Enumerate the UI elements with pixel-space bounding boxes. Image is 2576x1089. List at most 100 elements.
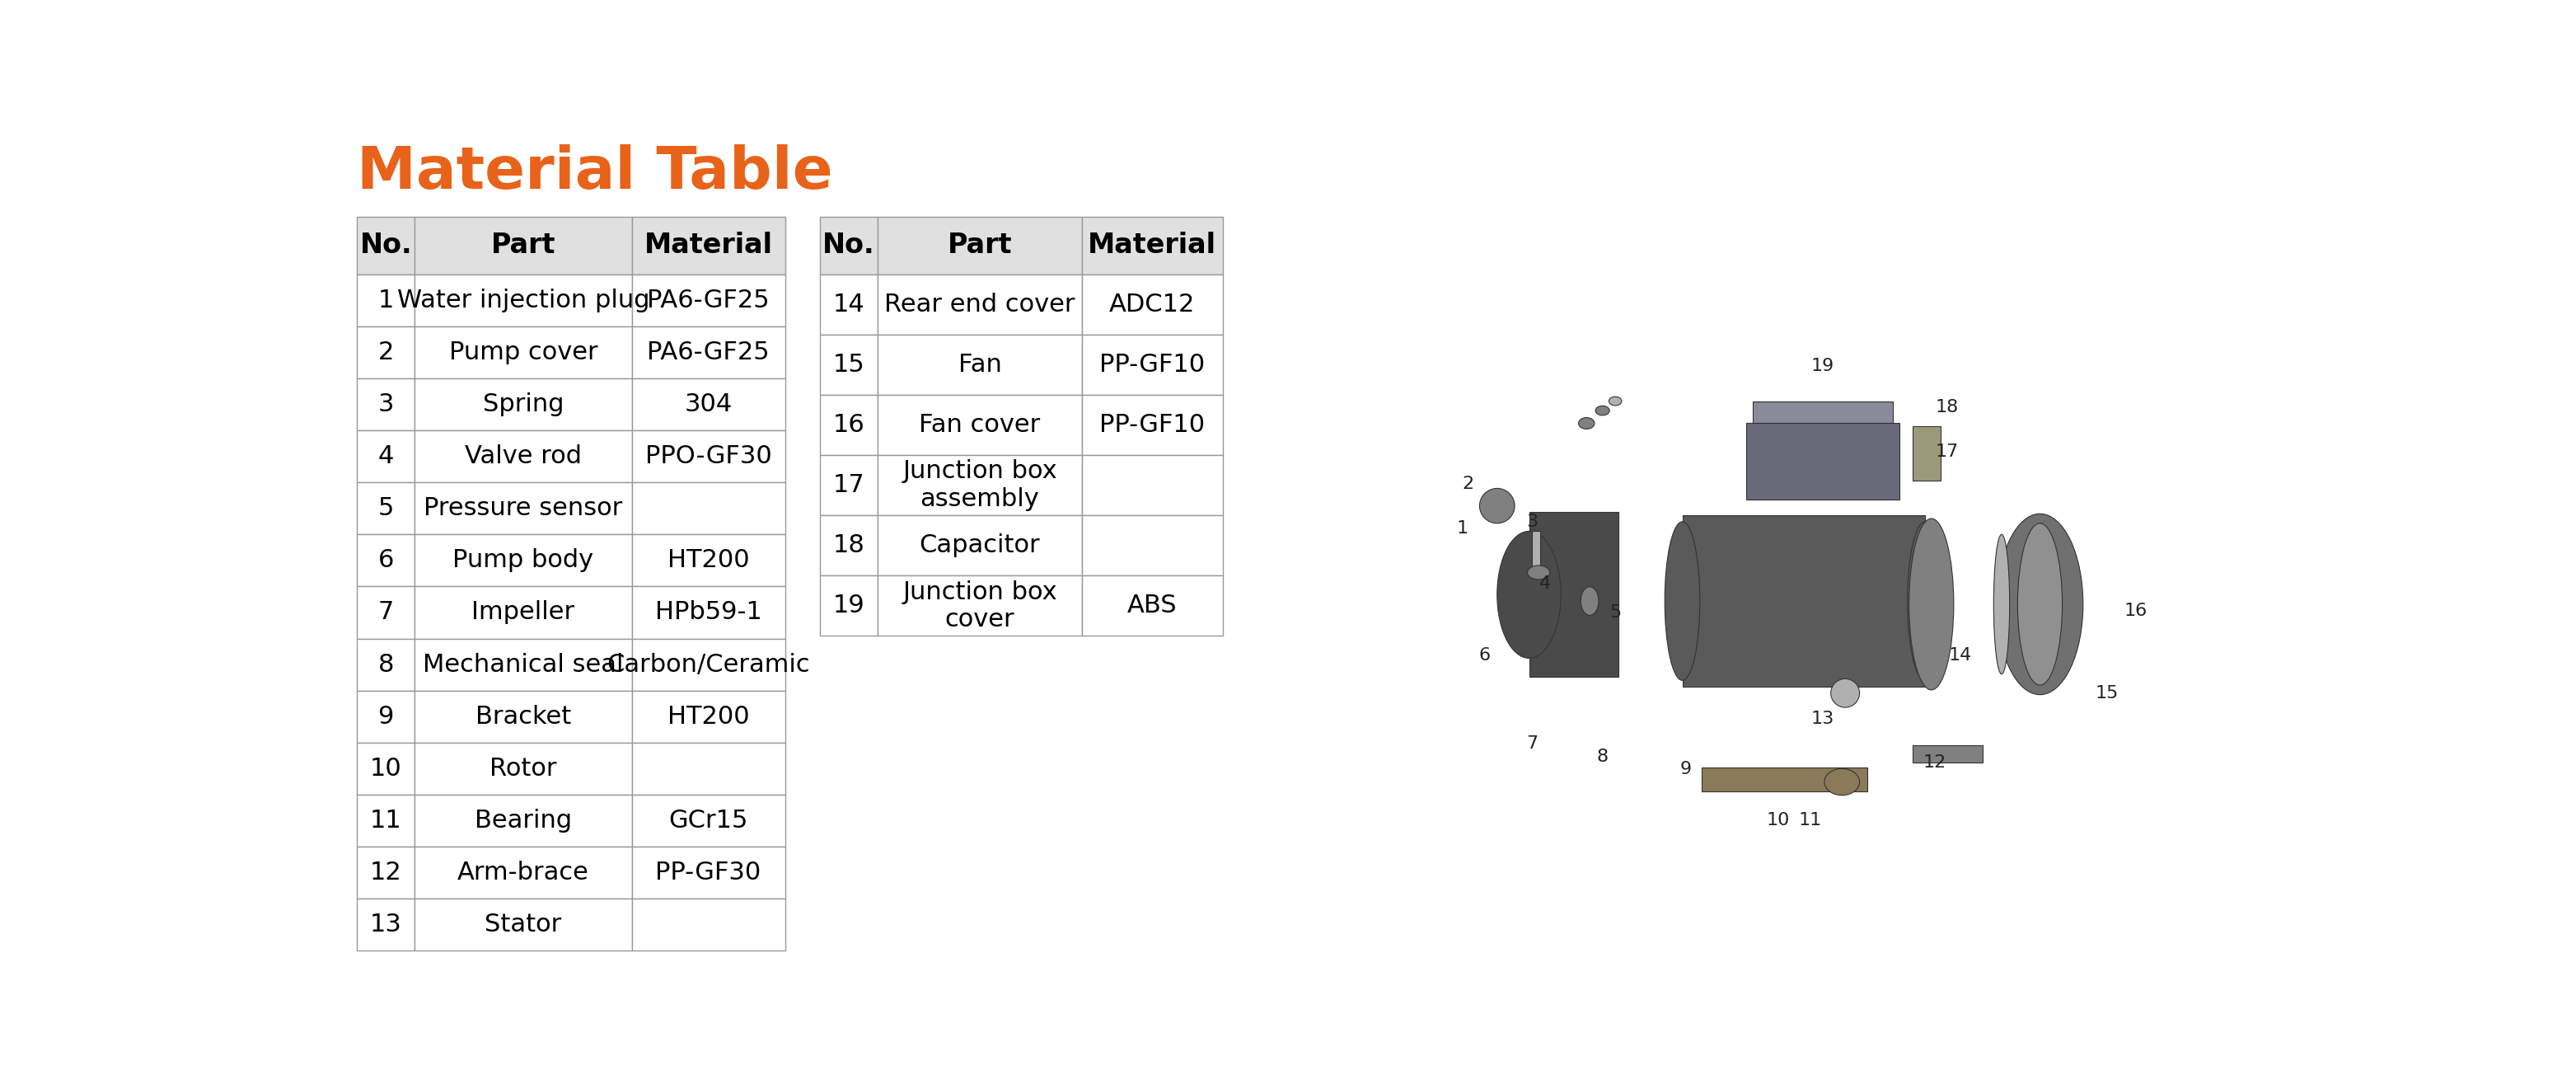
FancyBboxPatch shape xyxy=(819,217,878,274)
FancyBboxPatch shape xyxy=(415,638,631,690)
FancyBboxPatch shape xyxy=(819,455,878,515)
Ellipse shape xyxy=(1579,417,1595,429)
Text: Mechanical seal: Mechanical seal xyxy=(422,652,623,676)
Text: 4: 4 xyxy=(379,444,394,468)
FancyBboxPatch shape xyxy=(358,217,415,274)
Text: PP-GF30: PP-GF30 xyxy=(654,860,762,884)
Text: 9: 9 xyxy=(379,705,394,729)
FancyBboxPatch shape xyxy=(415,898,631,951)
FancyBboxPatch shape xyxy=(415,327,631,378)
FancyBboxPatch shape xyxy=(358,274,415,327)
FancyBboxPatch shape xyxy=(1082,394,1224,455)
FancyBboxPatch shape xyxy=(631,274,786,327)
FancyBboxPatch shape xyxy=(631,378,786,430)
Text: Bracket: Bracket xyxy=(477,705,572,729)
Text: Rotor: Rotor xyxy=(489,757,556,781)
FancyBboxPatch shape xyxy=(819,394,878,455)
FancyBboxPatch shape xyxy=(415,217,631,274)
Text: Arm-brace: Arm-brace xyxy=(459,860,590,884)
FancyBboxPatch shape xyxy=(878,515,1082,576)
FancyBboxPatch shape xyxy=(358,638,415,690)
FancyBboxPatch shape xyxy=(358,430,415,482)
Bar xyxy=(1752,401,1893,424)
Text: PA6-GF25: PA6-GF25 xyxy=(647,340,770,364)
Bar xyxy=(1911,427,1940,480)
FancyBboxPatch shape xyxy=(358,378,415,430)
Text: 14: 14 xyxy=(1947,647,1971,663)
Text: 13: 13 xyxy=(371,913,402,937)
FancyBboxPatch shape xyxy=(358,795,415,847)
FancyBboxPatch shape xyxy=(415,482,631,535)
FancyBboxPatch shape xyxy=(819,576,878,636)
Ellipse shape xyxy=(1610,396,1623,405)
Text: 12: 12 xyxy=(371,860,402,884)
FancyBboxPatch shape xyxy=(878,334,1082,394)
FancyBboxPatch shape xyxy=(1082,455,1224,515)
Text: Bearing: Bearing xyxy=(474,809,572,833)
Text: 2: 2 xyxy=(1463,476,1473,492)
FancyBboxPatch shape xyxy=(1082,515,1224,576)
Ellipse shape xyxy=(1595,406,1610,415)
FancyBboxPatch shape xyxy=(819,334,878,394)
Text: 5: 5 xyxy=(1610,604,1620,621)
FancyBboxPatch shape xyxy=(631,690,786,743)
Text: HT200: HT200 xyxy=(667,549,750,573)
Text: 18: 18 xyxy=(1935,400,1958,416)
Ellipse shape xyxy=(1582,587,1600,615)
Bar xyxy=(1703,768,1868,792)
Text: Fan cover: Fan cover xyxy=(920,413,1041,437)
Text: 13: 13 xyxy=(1811,710,1834,726)
Text: 17: 17 xyxy=(832,474,866,498)
FancyBboxPatch shape xyxy=(819,515,878,576)
Ellipse shape xyxy=(1906,522,1942,681)
FancyBboxPatch shape xyxy=(415,378,631,430)
Text: 17: 17 xyxy=(1935,443,1958,461)
Text: Pump cover: Pump cover xyxy=(448,340,598,364)
Text: Material: Material xyxy=(644,232,773,259)
Text: Valve rod: Valve rod xyxy=(464,444,582,468)
FancyBboxPatch shape xyxy=(631,847,786,898)
Text: ADC12: ADC12 xyxy=(1110,292,1195,316)
Bar xyxy=(1682,515,1924,687)
Ellipse shape xyxy=(1824,769,1860,795)
FancyBboxPatch shape xyxy=(358,847,415,898)
FancyBboxPatch shape xyxy=(631,430,786,482)
FancyBboxPatch shape xyxy=(1082,274,1224,334)
FancyBboxPatch shape xyxy=(878,274,1082,334)
Ellipse shape xyxy=(1479,488,1515,524)
Text: PP-GF10: PP-GF10 xyxy=(1100,353,1206,377)
FancyBboxPatch shape xyxy=(415,587,631,638)
Bar xyxy=(1530,512,1618,677)
Text: 16: 16 xyxy=(2125,602,2148,619)
Text: Pump body: Pump body xyxy=(453,549,592,573)
Text: 4: 4 xyxy=(1540,575,1551,591)
Text: 19: 19 xyxy=(832,594,866,617)
Text: 1: 1 xyxy=(1455,519,1468,536)
Text: Stator: Stator xyxy=(484,913,562,937)
Text: 11: 11 xyxy=(1798,811,1821,829)
FancyBboxPatch shape xyxy=(631,327,786,378)
Text: Fan: Fan xyxy=(958,353,1002,377)
FancyBboxPatch shape xyxy=(878,576,1082,636)
FancyBboxPatch shape xyxy=(415,847,631,898)
Text: HT200: HT200 xyxy=(667,705,750,729)
Text: Water injection plug: Water injection plug xyxy=(397,289,649,313)
FancyBboxPatch shape xyxy=(415,430,631,482)
Text: 15: 15 xyxy=(2094,685,2117,701)
Text: No.: No. xyxy=(822,232,876,259)
Text: Material Table: Material Table xyxy=(358,144,832,201)
FancyBboxPatch shape xyxy=(358,327,415,378)
Text: HPb59-1: HPb59-1 xyxy=(654,600,762,624)
Text: 3: 3 xyxy=(379,392,394,416)
Text: Capacitor: Capacitor xyxy=(920,534,1041,558)
FancyBboxPatch shape xyxy=(631,535,786,587)
Text: 14: 14 xyxy=(832,292,866,316)
FancyBboxPatch shape xyxy=(878,455,1082,515)
Bar xyxy=(1747,424,1899,500)
FancyBboxPatch shape xyxy=(358,587,415,638)
Text: GCr15: GCr15 xyxy=(670,809,747,833)
FancyBboxPatch shape xyxy=(631,743,786,795)
Text: Rear end cover: Rear end cover xyxy=(884,292,1074,316)
Text: 3: 3 xyxy=(1528,513,1538,530)
FancyBboxPatch shape xyxy=(878,394,1082,455)
